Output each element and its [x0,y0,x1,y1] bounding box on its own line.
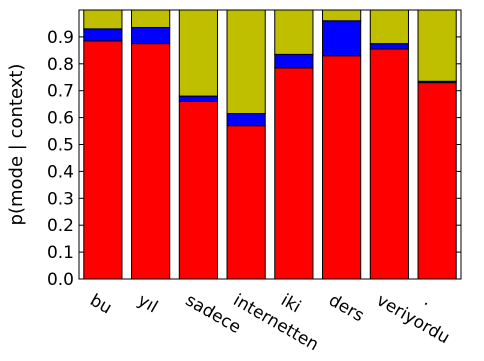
bar-segment-1-3 [226,113,266,127]
bar-segment-0-7 [417,82,457,280]
x-tick-label: internetten [230,290,322,355]
bar-segment-1-2 [178,95,218,102]
y-tick-label: 0.1 [47,243,74,263]
bar-segment-1-4 [274,53,314,69]
y-tick-label: 0.7 [47,82,74,102]
bar-segment-2-5 [322,9,362,22]
x-tick-label: iki [277,290,304,317]
bar-segment-0-4 [274,67,314,280]
bar-segment-0-6 [369,48,409,280]
bar-segment-1-0 [83,28,123,42]
y-axis-label: p(mode | context) [6,64,27,226]
bar-segment-2-0 [83,9,123,30]
bar-segment-2-3 [226,9,266,115]
x-tick-label: bu [86,290,115,318]
bar-segment-2-1 [131,9,171,28]
x-tick-label: . [421,290,436,310]
bar-segment-0-5 [322,55,362,280]
y-tick-label: 0.4 [47,162,74,182]
x-tick-label: veriyordu [373,290,453,348]
bar-segment-0-2 [178,100,218,280]
y-tick-label: 0.2 [47,216,74,236]
bar-segment-0-3 [226,125,266,280]
bar-segment-1-5 [322,20,362,57]
bars-group [83,9,457,280]
y-tick-label: 0.3 [47,189,74,209]
bar-segment-0-0 [83,40,123,280]
y-tick-label: 0.9 [47,28,74,48]
y-axis: 0.0 0.1 0.2 0.3 0.4 0.5 0.6 0.7 0.8 0.9 [47,28,461,290]
x-tick-label: ders [325,290,367,326]
bar-segment-1-1 [131,26,171,45]
bar-segment-2-7 [417,9,457,82]
y-tick-label: 0.0 [47,270,74,290]
y-tick-label: 0.8 [47,55,74,75]
bar-segment-2-2 [178,9,218,97]
bar-segment-0-1 [131,43,171,280]
bar-segment-1-6 [369,43,409,50]
x-tick-label: yıl [134,290,161,317]
bar-segment-2-6 [369,9,409,45]
y-tick-label: 0.5 [47,136,74,156]
bar-segment-2-4 [274,9,314,55]
y-tick-label: 0.6 [47,109,74,129]
